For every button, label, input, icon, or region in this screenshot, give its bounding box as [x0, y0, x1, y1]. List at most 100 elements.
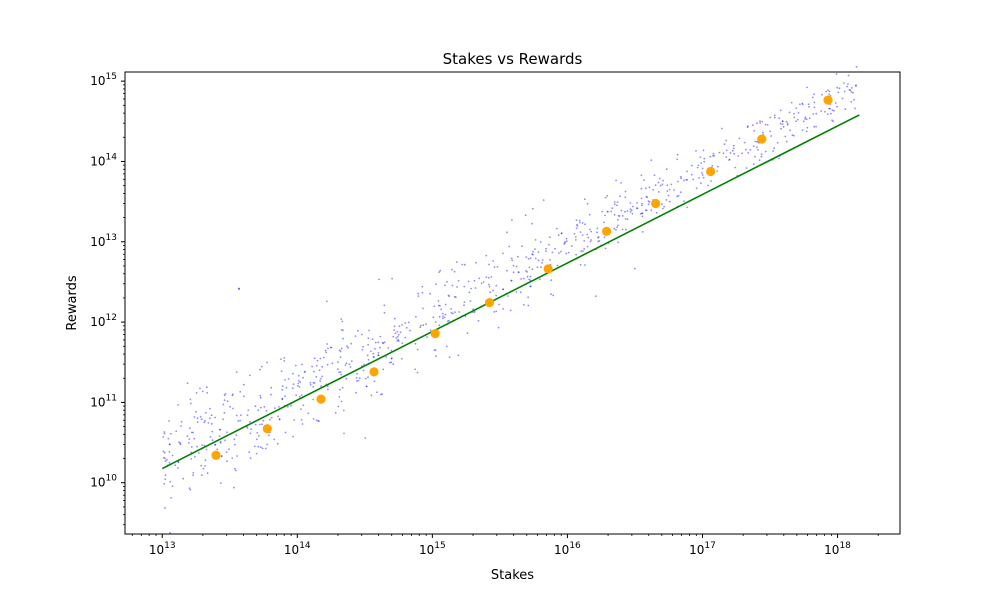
scatter-point [655, 211, 658, 214]
scatter-point [665, 199, 668, 201]
scatter-point [453, 270, 456, 273]
scatter-point [394, 332, 397, 335]
scatter-point [701, 172, 703, 174]
scatter-point [732, 147, 735, 150]
scatter-point [370, 350, 372, 353]
scatter-point [325, 351, 328, 354]
scatter-point [527, 304, 530, 307]
scatter-point [586, 233, 588, 236]
scatter-point [220, 455, 223, 457]
scatter-point [804, 117, 806, 120]
scatter-point [776, 142, 779, 144]
x-axis-ticks: 1013 1014 1015 1016 1017 1018 [131, 534, 879, 557]
y-axis-ticks: 1010 1011 1012 1013 1014 1015 [90, 72, 125, 526]
scatter-point [223, 411, 226, 414]
scatter-point [390, 357, 393, 360]
scatter-point [421, 285, 424, 288]
mean-point [706, 166, 716, 177]
scatter-point [836, 86, 839, 89]
scatter-point [617, 241, 619, 244]
scatter-point [529, 285, 532, 288]
scatter-point [779, 109, 782, 112]
scatter-point [617, 214, 620, 217]
scatter-point [613, 213, 616, 216]
scatter-point [235, 414, 238, 417]
scatter-point [301, 423, 304, 425]
scatter-point [732, 144, 735, 147]
scatter-point [644, 209, 647, 212]
scatter-point [231, 457, 234, 459]
scatter-point [259, 396, 262, 399]
scatter-point [760, 155, 763, 158]
scatter-point [433, 349, 436, 351]
scatter-point [701, 174, 704, 176]
scatter-point [421, 291, 424, 294]
scatter-point [670, 183, 673, 186]
scatter-point [432, 316, 435, 319]
scatter-point [195, 410, 197, 413]
scatter-point [366, 354, 369, 357]
scatter-point [339, 356, 342, 358]
scatter-point [281, 397, 284, 400]
scatter-point [341, 320, 344, 323]
scatter-point [226, 431, 228, 434]
scatter-point [676, 153, 679, 156]
scatter-point [855, 65, 858, 68]
scatter-point [830, 112, 832, 115]
scatter-point [731, 149, 734, 152]
scatter-point [312, 381, 315, 384]
scatter-point [613, 227, 616, 230]
scatter-point [379, 335, 382, 338]
scatter-point [524, 214, 527, 217]
scatter-point [206, 472, 209, 475]
scatter-point [416, 348, 419, 351]
scatter-outlier-point [237, 287, 241, 290]
scatter-point [834, 102, 837, 104]
scatter-point [398, 325, 401, 328]
scatter-point [292, 372, 294, 375]
scatter-point [438, 324, 441, 327]
scatter-point [754, 140, 757, 143]
scatter-point [442, 317, 444, 320]
scatter-point [668, 188, 671, 191]
scatter-point [594, 295, 597, 298]
scatter-point [507, 295, 509, 297]
scatter-point [502, 288, 505, 291]
scatter-point [700, 162, 703, 164]
scatter-point [782, 125, 785, 128]
scatter-point [520, 278, 522, 280]
scatter-point [549, 236, 551, 239]
y-tick-label: 1014 [90, 152, 117, 168]
scatter-point [647, 200, 650, 203]
scatter-point [298, 395, 301, 398]
scatter-point [510, 279, 513, 282]
scatter-point [276, 442, 279, 445]
scatter-point [574, 239, 577, 241]
scatter-point [653, 174, 656, 177]
scatter-point [474, 287, 477, 289]
scatter-point [806, 86, 808, 89]
scatter-point [690, 164, 693, 167]
scatter-point [383, 311, 386, 314]
scatter-point [254, 423, 257, 426]
scatter-point [440, 308, 443, 311]
scatter-point [624, 190, 627, 193]
scatter-point [790, 101, 793, 104]
scatter-point [581, 222, 584, 224]
mean-point [430, 328, 440, 339]
scatter-point [354, 335, 357, 337]
scatter-point [611, 207, 614, 210]
scatter-point [169, 480, 172, 483]
scatter-point [169, 531, 172, 534]
scatter-point [847, 83, 849, 85]
scatter-point [170, 497, 172, 499]
scatter-point [383, 304, 386, 307]
scatter-point [619, 195, 621, 198]
scatter-point [451, 284, 454, 287]
scatter-point [696, 166, 699, 169]
scatter-point [557, 234, 560, 237]
scatter-point [789, 129, 792, 132]
scatter-point [793, 116, 796, 119]
scatter-point [376, 391, 378, 394]
scatter-point [825, 90, 827, 93]
